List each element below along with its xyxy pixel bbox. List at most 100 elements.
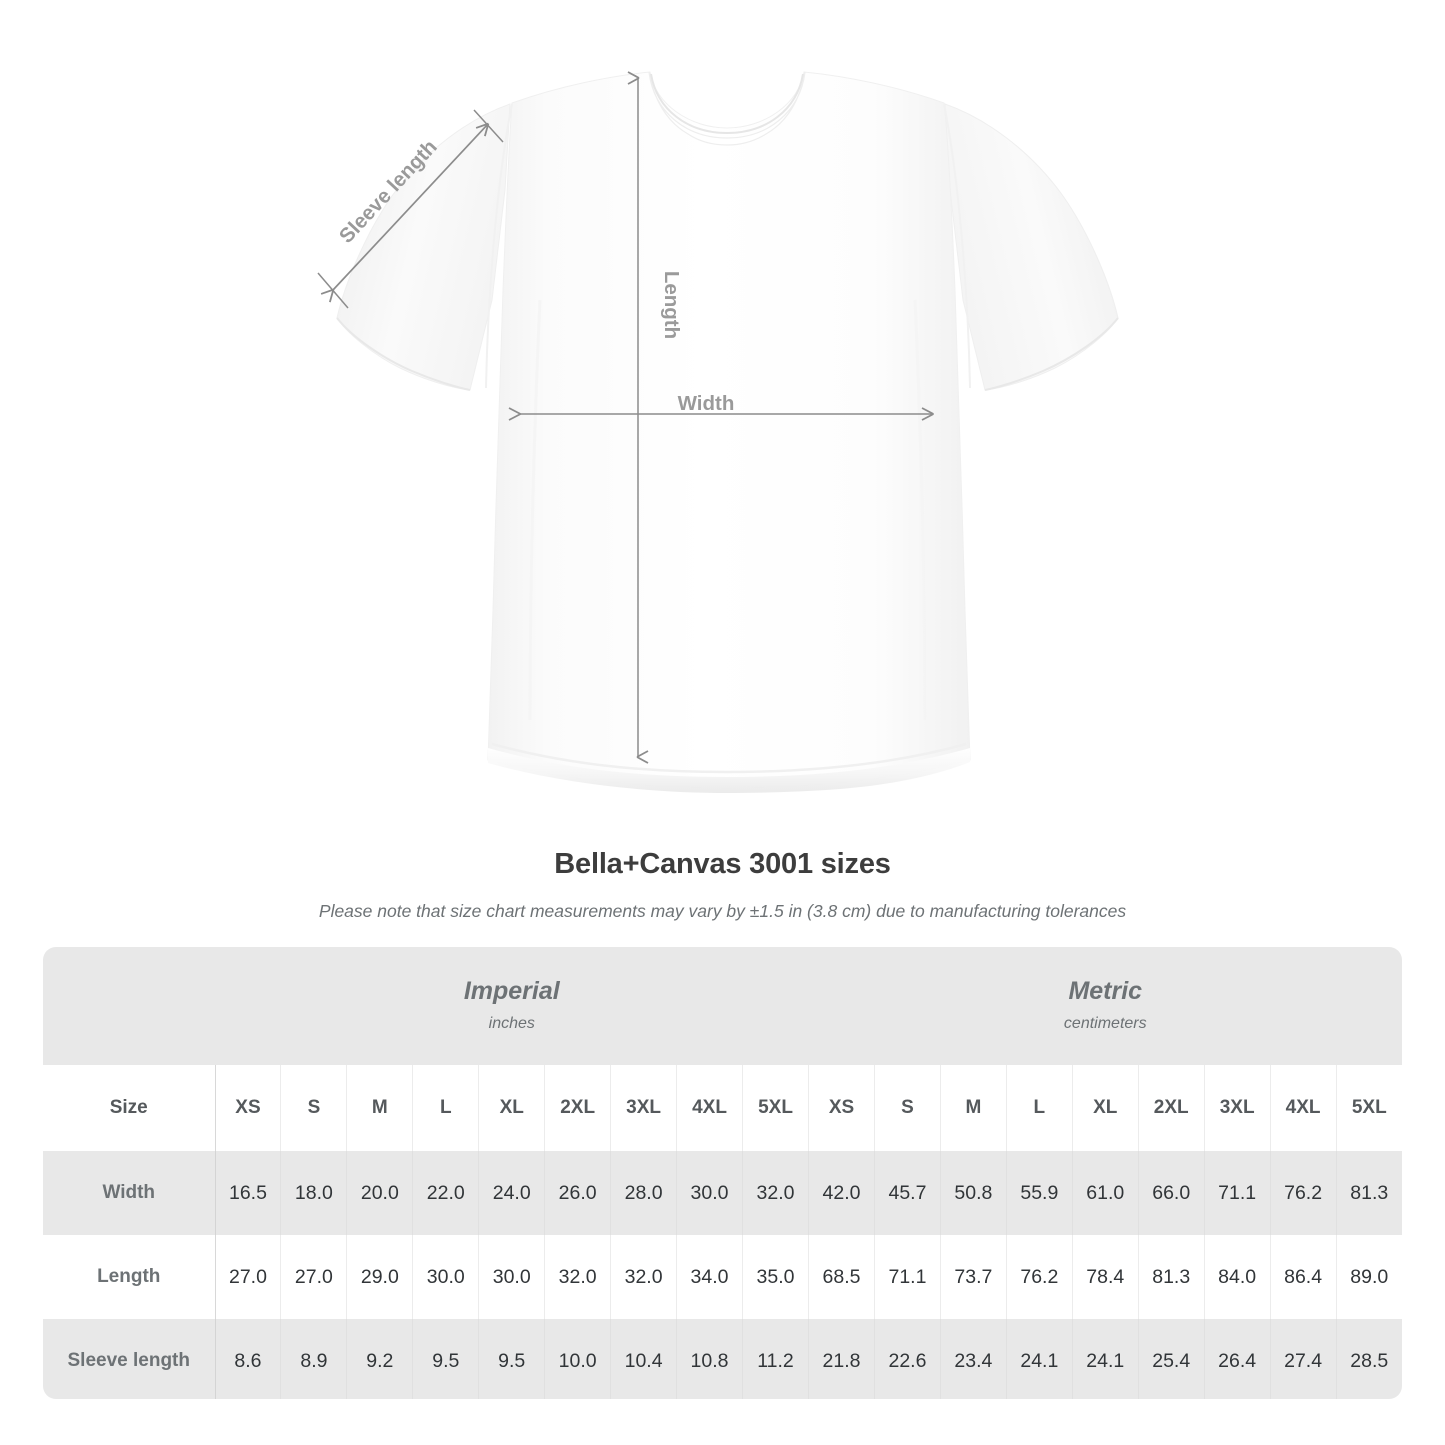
cell-length-2xl-metric: 81.3: [1138, 1235, 1205, 1319]
cell-sleeve-length-3xl-metric: 26.4: [1204, 1319, 1271, 1399]
column-header-l-metric: L: [1006, 1065, 1073, 1151]
cell-sleeve-length-m-metric: 23.4: [940, 1319, 1007, 1399]
cell-sleeve-length-xs-metric: 21.8: [808, 1319, 875, 1399]
column-header-l-imperial: L: [412, 1065, 480, 1151]
cell-sleeve-length-4xl-imperial: 10.8: [676, 1319, 743, 1399]
cell-sleeve-length-4xl-metric: 27.4: [1270, 1319, 1337, 1399]
column-header-m-metric: M: [940, 1065, 1007, 1151]
cell-length-xs-metric: 68.5: [808, 1235, 875, 1319]
length-label: Length: [660, 271, 683, 339]
cell-sleeve-length-l-imperial: 9.5: [412, 1319, 480, 1399]
unit-group-metric: Metric centimeters: [808, 947, 1402, 1065]
unit-group-imperial: Imperial inches: [215, 947, 809, 1065]
unit-group-name: Metric: [1068, 977, 1143, 1005]
column-header-3xl-metric: 3XL: [1204, 1065, 1271, 1151]
cell-width-s-metric: 45.7: [874, 1151, 941, 1235]
row-label-length: Length: [43, 1235, 216, 1319]
cell-sleeve-length-xs-imperial: 8.6: [215, 1319, 282, 1399]
unit-group-subtitle: centimeters: [1063, 1015, 1147, 1032]
size-chart-table-container: Imperial inches Metric centimeters Size XS S M L…: [43, 947, 1402, 1399]
cell-length-m-metric: 73.7: [940, 1235, 1007, 1319]
cell-width-m-metric: 50.8: [940, 1151, 1007, 1235]
cell-width-4xl-metric: 76.2: [1270, 1151, 1337, 1235]
cell-width-xl-metric: 61.0: [1072, 1151, 1139, 1235]
tshirt-measurement-diagram: Sleeve length Length Width: [317, 71, 1119, 793]
column-header-5xl-metric: 5XL: [1336, 1065, 1402, 1151]
column-header-xl-imperial: XL: [478, 1065, 546, 1151]
tshirt-hem: [488, 748, 970, 793]
size-chart-table: Imperial inches Metric centimeters Size XS S M L…: [43, 947, 1402, 1399]
tolerance-note: Please note that size chart measurements…: [318, 901, 1127, 921]
tshirt-fold-left: [528, 299, 542, 721]
unit-group-subtitle: inches: [488, 1015, 535, 1032]
cell-length-5xl-metric: 89.0: [1336, 1235, 1402, 1319]
cell-length-xs-imperial: 27.0: [215, 1235, 282, 1319]
cell-width-l-imperial: 22.0: [412, 1151, 480, 1235]
column-header-xl-metric: XL: [1072, 1065, 1139, 1151]
column-header-m-imperial: M: [346, 1065, 414, 1151]
cell-width-3xl-metric: 71.1: [1204, 1151, 1271, 1235]
cell-sleeve-length-5xl-metric: 28.5: [1336, 1319, 1402, 1399]
cell-width-m-imperial: 20.0: [346, 1151, 414, 1235]
cell-sleeve-length-l-metric: 24.1: [1006, 1319, 1073, 1399]
cell-length-5xl-imperial: 35.0: [742, 1235, 810, 1319]
column-header-size: Size: [43, 1065, 216, 1151]
cell-width-3xl-imperial: 28.0: [610, 1151, 678, 1235]
row-label-width: Width: [43, 1151, 216, 1235]
unit-row-spacer: [43, 947, 215, 1065]
cell-width-xs-metric: 42.0: [808, 1151, 875, 1235]
column-header-s-imperial: S: [280, 1065, 348, 1151]
cell-sleeve-length-xl-imperial: 9.5: [478, 1319, 546, 1399]
cell-sleeve-length-5xl-imperial: 11.2: [742, 1319, 810, 1399]
cell-length-l-imperial: 30.0: [412, 1235, 480, 1319]
cell-length-3xl-metric: 84.0: [1204, 1235, 1271, 1319]
column-header-4xl-imperial: 4XL: [676, 1065, 743, 1151]
cell-length-l-metric: 76.2: [1006, 1235, 1073, 1319]
tshirt-collar-inner: [650, 73, 804, 135]
width-label: Width: [678, 392, 735, 415]
cell-sleeve-length-m-imperial: 9.2: [346, 1319, 414, 1399]
column-header-5xl-imperial: 5XL: [742, 1065, 810, 1151]
cell-length-4xl-imperial: 34.0: [676, 1235, 743, 1319]
cell-length-s-metric: 71.1: [874, 1235, 941, 1319]
cell-width-l-metric: 55.9: [1006, 1151, 1073, 1235]
width-annotation: Width: [508, 392, 934, 421]
tshirt-collar-outer: [648, 71, 806, 146]
sleeve-length-tick-top: [473, 109, 504, 143]
cell-sleeve-length-s-imperial: 8.9: [280, 1319, 348, 1399]
sleeve-length-tick-bottom: [317, 272, 349, 309]
page-title: Bella+Canvas 3001 sizes: [554, 848, 891, 880]
cell-sleeve-length-s-metric: 22.6: [874, 1319, 941, 1399]
cell-length-s-imperial: 27.0: [280, 1235, 348, 1319]
column-header-4xl-metric: 4XL: [1270, 1065, 1337, 1151]
cell-width-2xl-imperial: 26.0: [544, 1151, 612, 1235]
unit-group-name: Imperial: [463, 977, 560, 1005]
table-row: Sleeve length 8.6 8.9 9.2 9.5 9.5 10.0 10.4 10.8…: [43, 1319, 1402, 1399]
cell-sleeve-length-2xl-metric: 25.4: [1138, 1319, 1205, 1399]
cell-width-2xl-metric: 66.0: [1138, 1151, 1205, 1235]
tshirt-right-sleeve-hem: [984, 317, 1119, 391]
cell-length-m-imperial: 29.0: [346, 1235, 414, 1319]
unit-group-row: Imperial inches Metric centimeters: [43, 947, 1402, 1065]
table-header-row: Size XS S M L XL 2XL 3XL 4XL 5XL XS S M L XL 2XL 3XL 4XL 5…: [43, 1065, 1402, 1151]
cell-width-4xl-imperial: 30.0: [676, 1151, 743, 1235]
cell-length-4xl-metric: 86.4: [1270, 1235, 1337, 1319]
cell-length-xl-imperial: 30.0: [478, 1235, 546, 1319]
column-header-xs-imperial: XS: [215, 1065, 282, 1151]
cell-length-2xl-imperial: 32.0: [544, 1235, 612, 1319]
cell-sleeve-length-xl-metric: 24.1: [1072, 1319, 1139, 1399]
row-label-sleeve-length: Sleeve length: [43, 1319, 216, 1399]
column-header-xs-metric: XS: [808, 1065, 875, 1151]
tshirt-diagram-panel: Sleeve length Length Width: [317, 71, 1119, 793]
tshirt-fold-right: [913, 299, 927, 721]
cell-sleeve-length-3xl-imperial: 10.4: [610, 1319, 678, 1399]
cell-sleeve-length-2xl-imperial: 10.0: [544, 1319, 612, 1399]
cell-length-3xl-imperial: 32.0: [610, 1235, 678, 1319]
column-header-2xl-imperial: 2XL: [544, 1065, 612, 1151]
tshirt-hem-stitch: [491, 742, 967, 774]
column-header-3xl-imperial: 3XL: [610, 1065, 678, 1151]
cell-width-5xl-metric: 81.3: [1336, 1151, 1402, 1235]
cell-width-xl-imperial: 24.0: [478, 1151, 546, 1235]
cell-length-xl-metric: 78.4: [1072, 1235, 1139, 1319]
sleeve-length-arrow: [320, 122, 490, 303]
